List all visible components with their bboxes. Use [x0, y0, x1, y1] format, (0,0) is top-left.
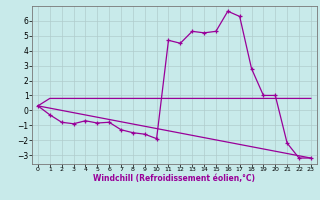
X-axis label: Windchill (Refroidissement éolien,°C): Windchill (Refroidissement éolien,°C): [93, 174, 255, 183]
